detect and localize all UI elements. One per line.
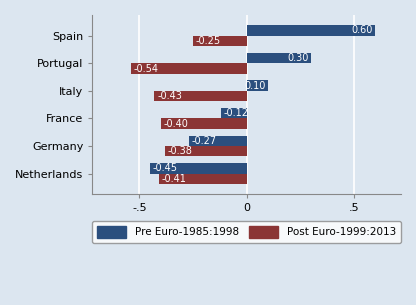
Bar (154, 91, 247, 101)
Text: -0.12: -0.12 (223, 108, 248, 118)
Text: -0.27: -0.27 (191, 136, 216, 146)
Bar (247, 25, 375, 36)
Text: 0.10: 0.10 (244, 81, 265, 91)
Bar (247, 53, 311, 63)
Bar (159, 174, 247, 184)
Bar (189, 135, 247, 146)
Text: -0.54: -0.54 (134, 63, 158, 74)
Text: -0.38: -0.38 (168, 146, 193, 156)
Bar (247, 80, 268, 91)
Bar (150, 163, 247, 174)
Text: -0.40: -0.40 (163, 119, 188, 129)
Text: 0.30: 0.30 (287, 53, 308, 63)
Text: -0.25: -0.25 (196, 36, 221, 46)
Bar (221, 108, 247, 118)
Bar (165, 146, 247, 156)
Bar (193, 36, 247, 46)
Text: -0.41: -0.41 (161, 174, 186, 184)
Text: 0.60: 0.60 (352, 25, 373, 35)
Text: -0.45: -0.45 (153, 163, 178, 173)
Legend: Pre Euro-1985:1998, Post Euro-1999:2013: Pre Euro-1985:1998, Post Euro-1999:2013 (92, 221, 401, 243)
Bar (161, 118, 247, 129)
Text: -0.43: -0.43 (157, 91, 182, 101)
Bar (131, 63, 247, 74)
